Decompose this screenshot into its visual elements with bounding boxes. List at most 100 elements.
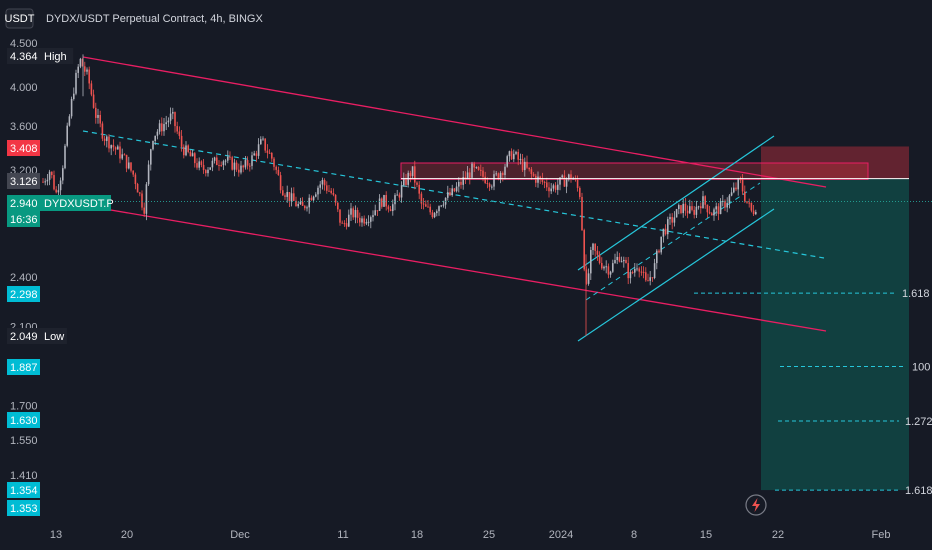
- candle-body: [194, 153, 196, 164]
- candle-body: [97, 114, 99, 118]
- candle-body: [158, 123, 161, 132]
- candle-body: [376, 210, 379, 212]
- candle-body: [741, 179, 744, 192]
- candle-body: [323, 179, 326, 186]
- candle-body: [165, 122, 167, 125]
- candle-body: [662, 228, 665, 237]
- channel-upper-line[interactable]: [82, 56, 827, 188]
- candle-body: [409, 172, 412, 177]
- candle-body: [299, 201, 302, 205]
- rising-channel-upper[interactable]: [577, 135, 775, 271]
- candle-body: [227, 156, 229, 161]
- price-tag: [7, 359, 40, 375]
- candle-body: [508, 151, 511, 157]
- y-tick-label: 3.600: [10, 121, 38, 133]
- candle-body: [466, 172, 469, 180]
- candle-body: [744, 191, 746, 202]
- candle-body: [152, 140, 154, 150]
- candle-body: [458, 181, 460, 187]
- candle-body: [713, 209, 715, 216]
- candle-body: [449, 192, 451, 196]
- chart-title: DYDX/USDT Perpetual Contract, 4h, BINGX: [46, 13, 263, 25]
- candle-body: [310, 197, 313, 201]
- currency-button-label[interactable]: USDT: [5, 13, 35, 25]
- candle-body: [702, 196, 704, 209]
- candle-body: [394, 195, 396, 205]
- candle-body: [114, 147, 117, 150]
- candle-body: [590, 250, 592, 274]
- candle-body: [629, 272, 632, 279]
- candle-body: [491, 186, 493, 188]
- candle-body: [48, 171, 51, 180]
- candle-body: [271, 153, 273, 159]
- candle-body: [651, 277, 654, 279]
- candle-body: [451, 188, 453, 196]
- price-tag-value: 1.354: [10, 485, 38, 497]
- drawing-lines[interactable]: [82, 56, 827, 342]
- candle-body: [739, 179, 742, 181]
- replay-icon[interactable]: [745, 494, 767, 516]
- candle-body: [521, 158, 524, 171]
- candle-body: [719, 201, 722, 215]
- candle-body: [561, 175, 563, 178]
- candle-body: [396, 194, 398, 196]
- time-axis[interactable]: 13 20 Dec 11 18 25 2024 8 15 22 Feb: [50, 529, 891, 541]
- candle-body: [341, 222, 343, 224]
- candle-body: [161, 123, 163, 132]
- x-tick-label: 13: [50, 529, 62, 541]
- candle-body: [658, 250, 660, 253]
- candle-body: [79, 58, 82, 67]
- candle-body: [59, 180, 62, 191]
- candle-body: [141, 193, 143, 208]
- candle-body: [136, 183, 139, 193]
- candle-body: [733, 187, 735, 193]
- candle-body: [251, 155, 253, 166]
- candle-body: [433, 213, 436, 218]
- x-tick-label: 2024: [549, 529, 573, 541]
- candle-body: [631, 272, 634, 274]
- price-axis[interactable]: 4.5004.0003.6003.2002.4002.1001.7001.550…: [10, 38, 38, 482]
- candle-body: [75, 72, 77, 94]
- rising-channel-lower[interactable]: [577, 208, 775, 342]
- candle-body: [598, 254, 601, 264]
- candle-body: [167, 120, 170, 123]
- candle-body: [576, 180, 579, 188]
- candle-body: [506, 156, 508, 167]
- candle-body: [495, 173, 497, 175]
- trade-zones: [400, 146, 909, 491]
- rising-channel-mid[interactable]: [585, 182, 761, 301]
- candle-body: [350, 208, 352, 215]
- candle-body: [653, 263, 656, 279]
- candle-body: [231, 157, 233, 170]
- candle-body: [475, 167, 478, 169]
- candle-body: [706, 204, 709, 213]
- candle-body: [183, 146, 185, 156]
- candle-body: [345, 223, 348, 227]
- candle-body: [295, 200, 297, 207]
- candle-body: [563, 175, 566, 187]
- candle-body: [686, 210, 689, 214]
- candle-body: [266, 150, 269, 153]
- candle-body: [473, 163, 475, 168]
- candle-body: [532, 174, 535, 176]
- price-tag: [7, 173, 40, 189]
- candle-body: [334, 194, 337, 203]
- candle-body: [139, 192, 141, 194]
- candle-body: [722, 200, 724, 202]
- fib-level-label: 1.272: [905, 416, 932, 428]
- x-tick-label: 8: [631, 529, 637, 541]
- candle-body: [356, 210, 359, 218]
- candle-body: [306, 207, 308, 209]
- channel-lower-line[interactable]: [92, 206, 827, 332]
- candle-body: [583, 230, 585, 270]
- candle-body: [640, 271, 643, 273]
- price-tag-label-bg: [40, 195, 111, 211]
- currency-button[interactable]: [5, 8, 34, 29]
- price-tag: [7, 48, 40, 64]
- candle-body: [425, 204, 427, 207]
- candle-body: [752, 210, 755, 215]
- candle-body: [361, 218, 363, 223]
- candle-body: [200, 161, 203, 165]
